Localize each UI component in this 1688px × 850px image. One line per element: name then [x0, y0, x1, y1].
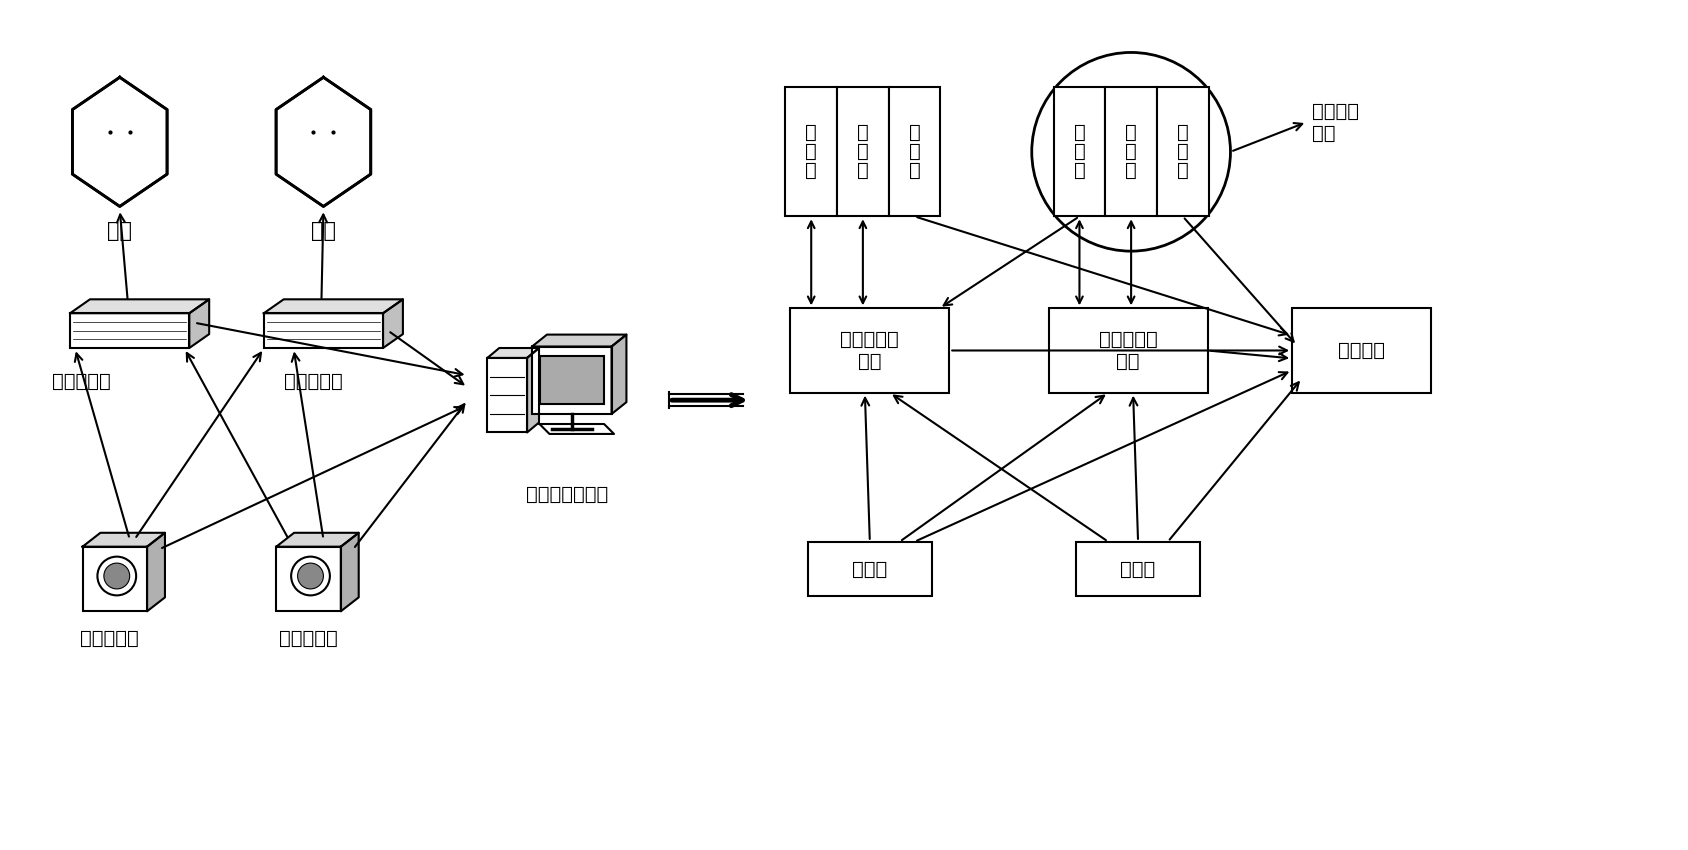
- Text: 风机: 风机: [311, 221, 336, 241]
- Bar: [809, 541, 932, 597]
- Polygon shape: [147, 533, 165, 611]
- Text: 湿度传感器: 湿度传感器: [279, 629, 338, 648]
- Text: 一个节点
子集: 一个节点 子集: [1312, 101, 1359, 143]
- Text: 测量源: 测量源: [1121, 559, 1156, 579]
- Circle shape: [105, 563, 130, 589]
- Circle shape: [297, 563, 324, 589]
- Text: 测
量
源: 测 量 源: [858, 123, 869, 180]
- Polygon shape: [83, 533, 165, 547]
- Bar: [1048, 309, 1207, 393]
- Bar: [540, 356, 604, 404]
- Polygon shape: [263, 299, 403, 314]
- Polygon shape: [611, 335, 626, 414]
- Text: 测
量
源: 测 量 源: [1126, 123, 1138, 180]
- Bar: [1053, 88, 1106, 217]
- Bar: [1156, 88, 1209, 217]
- Polygon shape: [277, 77, 371, 207]
- Circle shape: [98, 557, 137, 595]
- Polygon shape: [277, 533, 358, 547]
- Bar: [83, 547, 147, 611]
- Polygon shape: [71, 299, 209, 314]
- Polygon shape: [73, 77, 167, 207]
- Bar: [263, 314, 383, 348]
- Bar: [785, 88, 837, 217]
- Text: 风机控制器: 风机控制器: [284, 372, 343, 391]
- Text: 设定值加工
节点: 设定值加工 节点: [841, 330, 900, 371]
- Bar: [71, 314, 189, 348]
- Text: 系统监控服务器: 系统监控服务器: [525, 484, 608, 503]
- Polygon shape: [532, 335, 626, 347]
- Polygon shape: [540, 424, 614, 434]
- Text: 设
定
汇: 设 定 汇: [805, 123, 817, 180]
- Bar: [1291, 309, 1431, 393]
- Bar: [532, 347, 611, 414]
- Polygon shape: [383, 299, 403, 348]
- Text: 设定值加工
节点: 设定值加工 节点: [1099, 330, 1158, 371]
- Polygon shape: [527, 348, 538, 433]
- Bar: [790, 309, 949, 393]
- Bar: [277, 547, 341, 611]
- Polygon shape: [341, 533, 358, 611]
- Text: 管理节点: 管理节点: [1339, 341, 1386, 360]
- Polygon shape: [189, 299, 209, 348]
- Text: 冷机: 冷机: [108, 221, 132, 241]
- Circle shape: [290, 557, 329, 595]
- Text: 设
定
源: 设 定 源: [908, 123, 920, 180]
- Text: 测量源: 测量源: [852, 559, 888, 579]
- Text: 温度传感器: 温度传感器: [81, 629, 138, 648]
- Text: 冷机控制器: 冷机控制器: [52, 372, 111, 391]
- Text: 设
定
源: 设 定 源: [1177, 123, 1188, 180]
- Bar: [1106, 88, 1156, 217]
- Text: 设
定
汇: 设 定 汇: [1074, 123, 1085, 180]
- Polygon shape: [488, 348, 538, 358]
- Bar: [837, 88, 888, 217]
- Bar: [888, 88, 940, 217]
- Bar: [1075, 541, 1200, 597]
- Bar: [488, 358, 527, 433]
